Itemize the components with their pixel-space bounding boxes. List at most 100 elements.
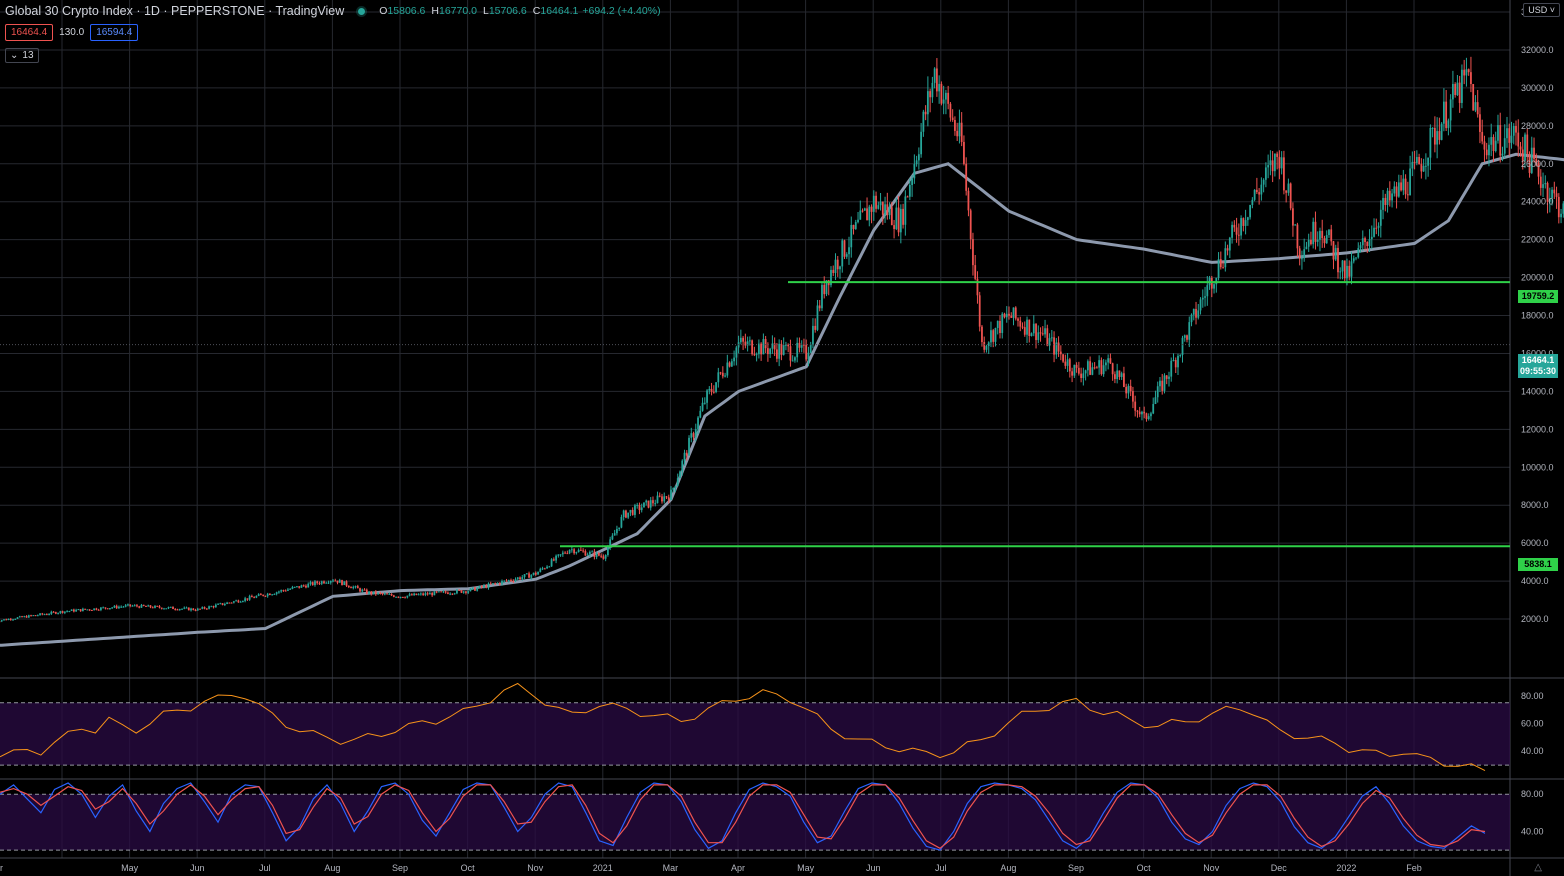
candle-body — [839, 266, 841, 270]
buy-price-button[interactable]: 16594.4 — [90, 24, 139, 41]
candle-body — [456, 589, 458, 594]
candle-body — [1494, 140, 1497, 152]
candle-body — [1384, 197, 1387, 205]
candle-body — [1086, 361, 1089, 371]
candle-body — [519, 577, 521, 580]
candle-body — [465, 591, 467, 593]
time-tick-label: Sep — [1068, 863, 1084, 873]
candle-body — [1359, 245, 1362, 249]
candle-body — [541, 568, 544, 570]
candle-body — [913, 164, 916, 179]
candle-body — [945, 92, 947, 100]
candle-body — [341, 580, 343, 586]
candle-body — [561, 552, 564, 555]
candle-body — [690, 433, 693, 438]
candle-body — [1014, 307, 1017, 319]
candle-body — [293, 586, 296, 588]
sell-price-button[interactable]: 16464.4 — [5, 24, 54, 41]
candle-body — [782, 344, 785, 355]
candle-body — [43, 614, 46, 616]
candle-body — [289, 588, 292, 590]
candle-body — [1228, 237, 1231, 251]
currency-select[interactable]: USD ˅ — [1523, 3, 1560, 17]
last-price-tag: 16464.1 — [1518, 354, 1558, 367]
candle-body — [1519, 146, 1522, 150]
candle-body — [1429, 127, 1432, 158]
candle-body — [706, 390, 708, 403]
candle-body — [1064, 361, 1067, 366]
candle-body — [302, 585, 305, 587]
candle-body — [1235, 227, 1238, 235]
candle-body — [875, 195, 877, 209]
candle-body — [550, 559, 553, 567]
candle-body — [115, 605, 118, 609]
candle-body — [809, 344, 812, 353]
candle-body — [1095, 367, 1098, 369]
candle-body — [994, 327, 997, 342]
candle-body — [861, 210, 864, 212]
symbol-title[interactable]: Global 30 Crypto Index · 1D · PEPPERSTON… — [5, 4, 345, 18]
candle-body — [609, 539, 612, 548]
candle-body — [0, 620, 3, 622]
candle-body — [543, 568, 546, 570]
scroll-to-latest-icon[interactable]: △ — [1534, 862, 1542, 873]
candle-body — [1470, 72, 1472, 84]
candle-body — [1546, 183, 1549, 202]
candle-body — [546, 566, 548, 569]
candle-body — [785, 344, 787, 346]
candle-body — [1422, 165, 1425, 172]
candle-body — [636, 504, 639, 506]
candle-body — [577, 549, 580, 553]
price-tick-label: 2000.0 — [1521, 614, 1549, 624]
candle-body — [399, 596, 402, 598]
candle-body — [566, 553, 569, 555]
candle-body — [1458, 82, 1461, 103]
candle-body — [1084, 370, 1087, 374]
indicators-toggle-button[interactable]: ⌄ 13 — [5, 48, 39, 63]
candle-body — [631, 509, 634, 515]
candle-body — [699, 410, 702, 418]
stoch-k-path — [0, 782, 1486, 851]
candle-body — [1289, 183, 1292, 209]
candle-body — [548, 566, 551, 568]
candle-body — [287, 589, 289, 591]
candle-body — [848, 247, 850, 255]
candle-body — [1005, 313, 1008, 318]
bid-ask-panel: 16464.4 130.0 16594.4 — [5, 24, 139, 41]
price-tick-label: 26000.0 — [1521, 159, 1554, 169]
candle-body — [1039, 332, 1042, 334]
candle-body — [1510, 135, 1513, 143]
candle-body — [1089, 361, 1092, 375]
oscillator-band — [0, 794, 1510, 851]
candle-body — [480, 585, 483, 588]
candle-body — [221, 603, 224, 605]
candle-body — [618, 527, 621, 529]
candle-body — [1116, 370, 1119, 380]
candle-body — [1032, 323, 1035, 334]
candle-body — [1050, 337, 1053, 339]
price-tick-label: 12000.0 — [1521, 424, 1554, 434]
candle-body — [1440, 123, 1443, 140]
price-tick-label: 20000.0 — [1521, 273, 1554, 283]
candle-body — [406, 595, 409, 598]
candle-body — [424, 593, 427, 595]
candle-body — [579, 549, 582, 551]
candle-body — [476, 587, 479, 591]
candle-body — [645, 500, 648, 503]
price-tick-label: 14000.0 — [1521, 386, 1554, 396]
candle-body — [1057, 342, 1060, 352]
candle-body — [1375, 227, 1378, 229]
time-tick-label: May — [797, 863, 815, 873]
candle-body — [210, 606, 213, 608]
candle-body — [789, 346, 792, 361]
candle-body — [284, 590, 287, 592]
candle-body — [174, 609, 177, 611]
currency-label: USD — [1528, 5, 1548, 15]
candle-body — [1177, 355, 1179, 368]
candle-body — [255, 595, 258, 598]
candle-body — [257, 594, 260, 596]
candle-body — [413, 593, 416, 596]
price-axis: 2000.0 4000.0 6000.0 8000.0 10000.0 12000.0 14… — [1521, 7, 1554, 836]
candle-body — [981, 326, 983, 343]
